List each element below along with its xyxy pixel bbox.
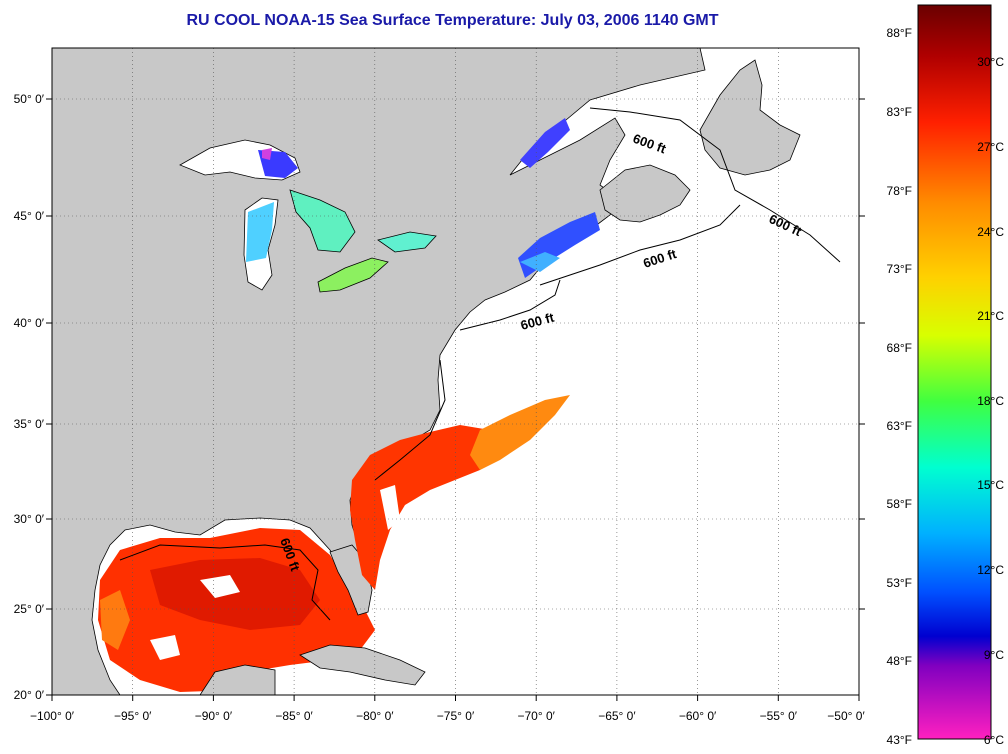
colorbar-c-label: 27°C: [977, 140, 1004, 154]
colorbar-f-label: 63°F: [887, 419, 912, 433]
gulf-of-maine-sst-light: [520, 252, 560, 272]
colorbar-f-label: 43°F: [887, 733, 912, 747]
lake-erie: [317, 257, 389, 293]
gulf-sst-orange: [100, 590, 130, 650]
colorbar-c-label: 18°C: [977, 394, 1004, 408]
lon-tick-label: −75° 0′: [437, 709, 475, 723]
colorbar-f-label: 88°F: [887, 26, 912, 40]
gulf-sst-hot-core: [150, 558, 320, 630]
lake-huron: [289, 189, 356, 253]
lon-tick-label: −50° 0′: [827, 709, 865, 723]
lon-tick-label: −100° 0′: [30, 709, 75, 723]
colorbar-c-label: 15°C: [977, 478, 1004, 492]
colorbar-fahrenheit-labels: 88°F 83°F 78°F 73°F 68°F 63°F 58°F 53°F …: [887, 26, 912, 747]
lon-tick-label: −95° 0′: [114, 709, 152, 723]
atlantic-gulf-stream-sst: [350, 425, 500, 590]
colorbar-f-label: 53°F: [887, 576, 912, 590]
colorbar-celsius-labels: 30°C 27°C 24°C 21°C 18°C 15°C 12°C 9°C 6…: [977, 55, 1004, 747]
map-title: RU COOL NOAA-15 Sea Surface Temperature:…: [186, 12, 719, 29]
lon-tick-label: −55° 0′: [760, 709, 798, 723]
lon-tick-label: −70° 0′: [517, 709, 555, 723]
land-maritimes: [599, 164, 691, 223]
lake-michigan-sst: [246, 202, 274, 262]
lon-tick-label: −90° 0′: [195, 709, 233, 723]
land-newfoundland: [699, 59, 801, 176]
atlantic-sst-orange: [470, 395, 570, 470]
st-lawrence-sst: [520, 118, 570, 168]
colorbar-f-label: 48°F: [887, 654, 912, 668]
lat-tick-label: 40° 0′: [14, 316, 45, 330]
axis-ticks: [46, 98, 865, 701]
lat-tick-label: 20° 0′: [14, 688, 45, 702]
colorbar-f-label: 78°F: [887, 184, 912, 198]
lon-tick-label: −85° 0′: [275, 709, 313, 723]
lon-tick-label: −60° 0′: [679, 709, 717, 723]
colorbar-f-label: 83°F: [887, 105, 912, 119]
colorbar-c-label: 24°C: [977, 225, 1004, 239]
colorbar-c-label: 12°C: [977, 563, 1004, 577]
lat-tick-label: 50° 0′: [14, 92, 45, 106]
isobath-600ft: [119, 107, 841, 621]
colorbar-f-label: 73°F: [887, 262, 912, 276]
lat-tick-label: 45° 0′: [14, 209, 45, 223]
lake-ontario: [377, 231, 437, 253]
lat-tick-label: 35° 0′: [14, 417, 45, 431]
lake-superior-sst-cool: [262, 148, 272, 160]
longitude-labels: −100° 0′ −95° 0′ −90° 0′ −85° 0′ −80° 0′…: [30, 709, 865, 723]
colorbar-c-label: 21°C: [977, 309, 1004, 323]
lat-tick-label: 25° 0′: [14, 602, 45, 616]
latitude-labels: 20° 0′ 25° 0′ 30° 0′ 35° 0′ 40° 0′ 45° 0…: [14, 92, 45, 702]
gulf-sst-cloud: [200, 575, 240, 598]
colorbar-f-label: 68°F: [887, 341, 912, 355]
map-area: 600 ft 600 ft 600 ft 600 ft 600 ft: [52, 48, 859, 695]
atlantic-sst-cloud: [380, 485, 400, 530]
lon-tick-label: −80° 0′: [356, 709, 394, 723]
graticule: [52, 48, 859, 695]
lon-tick-label: −65° 0′: [598, 709, 636, 723]
lat-tick-label: 30° 0′: [14, 512, 45, 526]
gulf-sst-cloud: [150, 635, 180, 660]
yucatan: [199, 664, 276, 695]
colorbar-c-label: 9°C: [984, 648, 1004, 662]
colorbar-f-label: 58°F: [887, 497, 912, 511]
cuba: [299, 644, 426, 686]
colorbar: [917, 4, 992, 740]
colorbar-c-label: 30°C: [977, 55, 1004, 69]
colorbar-c-label: 6°C: [984, 733, 1004, 747]
land-north-america: [52, 48, 706, 695]
